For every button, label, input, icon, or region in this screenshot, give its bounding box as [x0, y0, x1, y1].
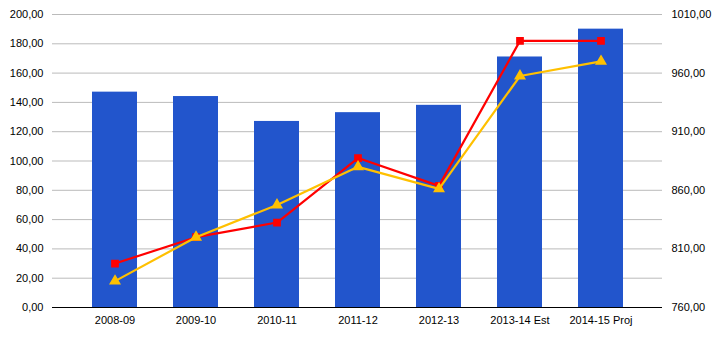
svg-text:2012-13: 2012-13	[419, 314, 459, 326]
svg-text:180,00: 180,00	[10, 37, 44, 49]
svg-text:200,00: 200,00	[10, 8, 44, 20]
svg-text:960,00: 960,00	[672, 67, 706, 79]
svg-text:40,00: 40,00	[16, 242, 44, 254]
svg-text:2011-12: 2011-12	[338, 314, 378, 326]
svg-text:120,00: 120,00	[10, 125, 44, 137]
svg-text:140,00: 140,00	[10, 96, 44, 108]
svg-text:760,00: 760,00	[672, 301, 706, 313]
svg-text:2013-14 Est: 2013-14 Est	[490, 314, 549, 326]
svg-text:810,00: 810,00	[672, 242, 706, 254]
svg-text:2009-10: 2009-10	[176, 314, 216, 326]
svg-text:910,00: 910,00	[672, 125, 706, 137]
svg-text:2010-11: 2010-11	[257, 314, 297, 326]
svg-text:20,00: 20,00	[16, 272, 44, 284]
svg-text:160,00: 160,00	[10, 67, 44, 79]
svg-text:2008-09: 2008-09	[95, 314, 135, 326]
svg-text:100,00: 100,00	[10, 155, 44, 167]
svg-text:860,00: 860,00	[672, 184, 706, 196]
svg-text:80,00: 80,00	[16, 184, 44, 196]
svg-text:1010,00: 1010,00	[672, 8, 712, 20]
svg-text:0,00: 0,00	[22, 301, 43, 313]
svg-text:2014-15 Proj: 2014-15 Proj	[570, 314, 633, 326]
svg-text:60,00: 60,00	[16, 213, 44, 225]
